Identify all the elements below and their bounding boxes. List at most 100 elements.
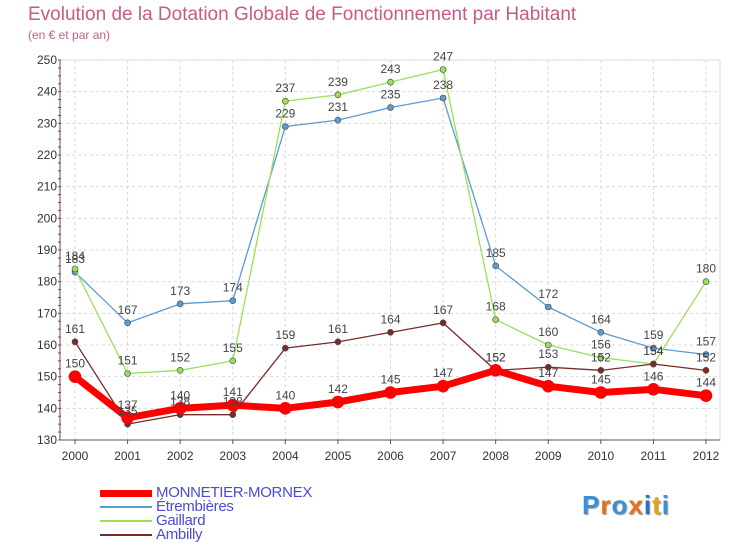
data-point-ambilly bbox=[544, 363, 552, 371]
data-label-monnetier-mornex: 147 bbox=[433, 366, 453, 380]
y-tick-label: 230 bbox=[37, 116, 57, 130]
data-point-gaillard bbox=[334, 91, 342, 99]
legend-swatch bbox=[100, 489, 152, 497]
data-label-gaillard: 243 bbox=[380, 62, 400, 76]
x-tick-label: 2005 bbox=[325, 449, 352, 463]
x-tick-label: 2007 bbox=[430, 449, 457, 463]
logo-letter: t bbox=[652, 490, 662, 520]
y-tick-label: 180 bbox=[37, 275, 57, 289]
data-point-etrembieres bbox=[229, 297, 237, 304]
y-tick-label: 160 bbox=[37, 338, 57, 352]
data-label-monnetier-mornex: 140 bbox=[275, 388, 295, 402]
data-label-gaillard: 151 bbox=[118, 354, 138, 368]
data-label-ambilly: 152 bbox=[696, 350, 716, 364]
proxiti-logo: Proxiti bbox=[582, 490, 670, 521]
data-point-monnetier-mornex bbox=[436, 379, 450, 393]
data-point-etrembieres bbox=[702, 351, 710, 358]
x-tick-label: 2012 bbox=[693, 449, 720, 463]
data-point-gaillard bbox=[439, 66, 447, 73]
data-point-etrembieres bbox=[176, 300, 184, 308]
data-point-ambilly bbox=[650, 360, 657, 368]
data-label-etrembieres: 159 bbox=[643, 328, 663, 342]
axes: 130 140 150 160 170 180 190 200 210 220 230 240 250 2… bbox=[37, 53, 720, 463]
data-label-etrembieres: 185 bbox=[486, 246, 506, 260]
data-point-gaillard bbox=[176, 367, 184, 374]
data-label-ambilly: 152 bbox=[591, 350, 611, 364]
data-label-monnetier-mornex: 145 bbox=[591, 373, 611, 387]
y-tick-label: 150 bbox=[37, 370, 57, 384]
data-point-gaillard bbox=[492, 316, 499, 323]
data-label-monnetier-mornex: 137 bbox=[118, 398, 138, 412]
data-label-ambilly: 164 bbox=[380, 312, 400, 326]
legend-label: Ambilly bbox=[156, 526, 203, 543]
data-label-monnetier-mornex: 147 bbox=[538, 366, 558, 380]
legend-swatch bbox=[100, 506, 152, 508]
y-tick-label: 220 bbox=[37, 148, 57, 162]
x-tick-label: 2009 bbox=[535, 449, 562, 463]
data-label-ambilly: 138 bbox=[170, 395, 190, 409]
data-point-gaillard bbox=[702, 278, 710, 285]
data-point-ambilly bbox=[282, 344, 289, 352]
data-label-etrembieres: 164 bbox=[591, 312, 611, 326]
data-label-etrembieres: 167 bbox=[118, 303, 138, 317]
data-point-ambilly bbox=[387, 329, 394, 336]
data-point-gaillard bbox=[544, 341, 552, 349]
data-label-monnetier-mornex: 141 bbox=[223, 385, 243, 399]
y-tick-label: 200 bbox=[37, 211, 57, 225]
x-tick-label: 2006 bbox=[377, 449, 404, 463]
data-label-monnetier-mornex: 140 bbox=[170, 388, 190, 402]
data-label-monnetier-mornex: 142 bbox=[328, 382, 348, 396]
data-point-monnetier-mornex bbox=[541, 379, 555, 393]
data-point-monnetier-mornex bbox=[279, 402, 292, 415]
data-point-monnetier-mornex bbox=[384, 386, 397, 399]
data-point-etrembieres bbox=[387, 104, 394, 111]
logo-letter: i bbox=[661, 490, 670, 520]
legend-label: Étrembières bbox=[156, 498, 234, 515]
data-point-etrembieres bbox=[650, 344, 657, 352]
data-label-ambilly: 161 bbox=[328, 322, 348, 336]
x-tick-label: 2001 bbox=[114, 449, 141, 463]
data-label-ambilly: 138 bbox=[223, 395, 243, 409]
y-tick-label: 170 bbox=[37, 306, 57, 320]
data-label-monnetier-mornex: 150 bbox=[65, 357, 85, 371]
data-label-etrembieres: 172 bbox=[538, 287, 558, 301]
data-label-gaillard: 239 bbox=[328, 75, 348, 89]
data-point-monnetier-mornex bbox=[331, 395, 345, 409]
data-point-gaillard bbox=[597, 354, 605, 361]
legend-label: MONNETIER-MORNEX bbox=[156, 484, 313, 501]
data-label-gaillard: 156 bbox=[591, 338, 611, 352]
data-point-monnetier-mornex bbox=[699, 389, 713, 402]
data-point-monnetier-mornex bbox=[647, 383, 660, 396]
data-label-etrembieres: 183 bbox=[65, 252, 85, 266]
data-point-ambilly bbox=[71, 338, 79, 346]
data-label-gaillard: 154 bbox=[643, 344, 663, 358]
data-label-gaillard: 247 bbox=[433, 50, 453, 64]
y-tick-label: 250 bbox=[37, 53, 57, 67]
data-point-etrembieres bbox=[439, 94, 447, 102]
data-label-ambilly: 161 bbox=[65, 322, 85, 336]
data-label-etrembieres: 238 bbox=[433, 78, 453, 92]
data-point-etrembieres bbox=[544, 303, 552, 311]
data-label-ambilly: 153 bbox=[538, 347, 558, 361]
data-label-ambilly: 154 bbox=[643, 344, 663, 358]
data-label-gaillard: 152 bbox=[170, 350, 190, 364]
data-label-gaillard: 160 bbox=[538, 325, 558, 339]
data-point-gaillard bbox=[387, 78, 394, 86]
data-label-gaillard: 180 bbox=[696, 262, 716, 276]
data-label-monnetier-mornex: 146 bbox=[643, 369, 663, 383]
logo-letter: i bbox=[643, 490, 653, 520]
data-point-etrembieres bbox=[492, 262, 499, 270]
data-label-monnetier-mornex: 144 bbox=[696, 376, 716, 390]
data-label-ambilly: 135 bbox=[118, 404, 138, 418]
data-label-ambilly: 159 bbox=[275, 328, 295, 342]
data-label-etrembieres: 235 bbox=[380, 88, 400, 102]
data-point-etrembieres bbox=[334, 116, 342, 124]
data-point-monnetier-mornex bbox=[173, 402, 187, 415]
chart-title: Evolution de la Dotation Globale de Fonc… bbox=[28, 4, 577, 25]
data-label-etrembieres: 173 bbox=[170, 284, 190, 298]
series-lines bbox=[68, 66, 713, 428]
data-point-ambilly bbox=[597, 367, 605, 374]
